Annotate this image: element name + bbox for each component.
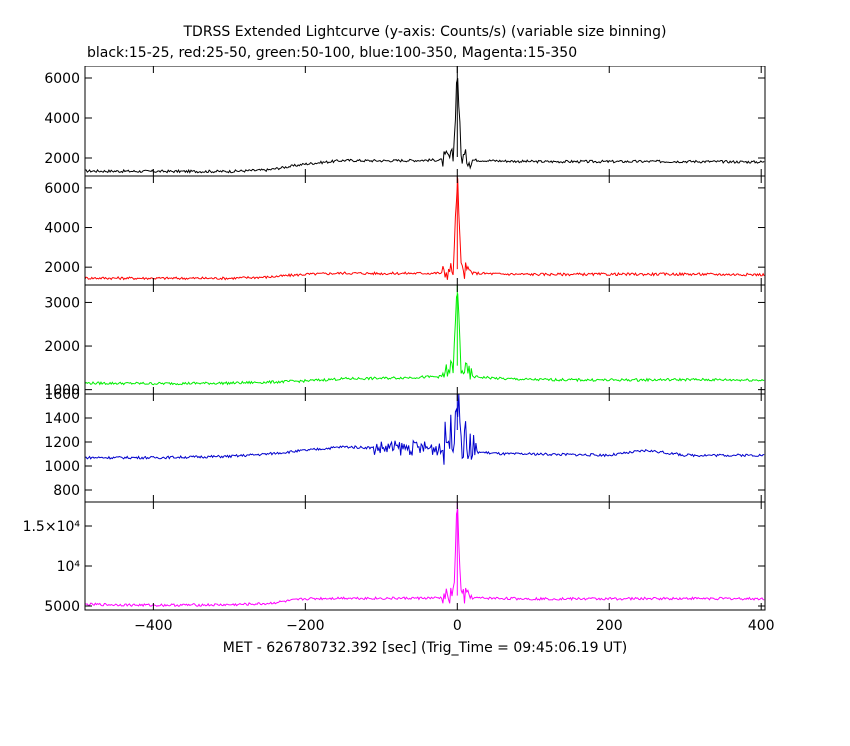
lightcurve-plot: 2000400060002000400060001000200030008001… bbox=[23, 66, 775, 634]
ytick-label-blue: 1200 bbox=[44, 435, 80, 451]
ytick-label-magenta: 1.5×10⁴ bbox=[23, 519, 81, 535]
ytick-label-red: 4000 bbox=[44, 221, 80, 237]
xtick-label: −400 bbox=[134, 618, 172, 634]
xtick-label: 0 bbox=[453, 618, 462, 634]
series-black bbox=[84, 78, 765, 174]
ytick-label-black: 6000 bbox=[44, 71, 80, 87]
ytick-label-green: 1000 bbox=[44, 383, 80, 399]
ytick-label-blue: 800 bbox=[53, 483, 80, 499]
ytick-label-magenta: 5000 bbox=[44, 599, 80, 615]
panel-frame-magenta bbox=[84, 501, 766, 611]
panel-frame-red bbox=[84, 175, 766, 286]
series-blue bbox=[84, 393, 765, 465]
ytick-label-blue: 1400 bbox=[44, 411, 80, 427]
ytick-label-red: 2000 bbox=[44, 260, 80, 276]
series-green bbox=[84, 293, 765, 386]
ytick-label-green: 3000 bbox=[44, 295, 80, 311]
ytick-label-black: 4000 bbox=[44, 111, 80, 127]
lightcurve-figure: TDRSS Extended Lightcurve (y-axis: Count… bbox=[23, 24, 775, 656]
xtick-label: 200 bbox=[596, 618, 623, 634]
ytick-label-red: 6000 bbox=[44, 181, 80, 197]
xtick-label: −200 bbox=[286, 618, 324, 634]
panel-frame-black bbox=[84, 66, 766, 177]
ytick-label-magenta: 10⁴ bbox=[57, 559, 81, 575]
series-red bbox=[84, 178, 765, 281]
panel-frame-blue bbox=[84, 393, 766, 503]
ytick-label-blue: 1000 bbox=[44, 459, 80, 475]
ytick-label-blue: 1600 bbox=[44, 387, 80, 403]
ytick-label-green: 2000 bbox=[44, 339, 80, 355]
series-magenta bbox=[84, 508, 765, 608]
chart-subtitle: black:15-25, red:25-50, green:50-100, bl… bbox=[87, 45, 578, 61]
xtick-label: 400 bbox=[748, 618, 775, 634]
ytick-label-black: 2000 bbox=[44, 151, 80, 167]
x-axis-label: MET - 626780732.392 [sec] (Trig_Time = 0… bbox=[222, 640, 628, 656]
chart-title: TDRSS Extended Lightcurve (y-axis: Count… bbox=[183, 24, 667, 40]
